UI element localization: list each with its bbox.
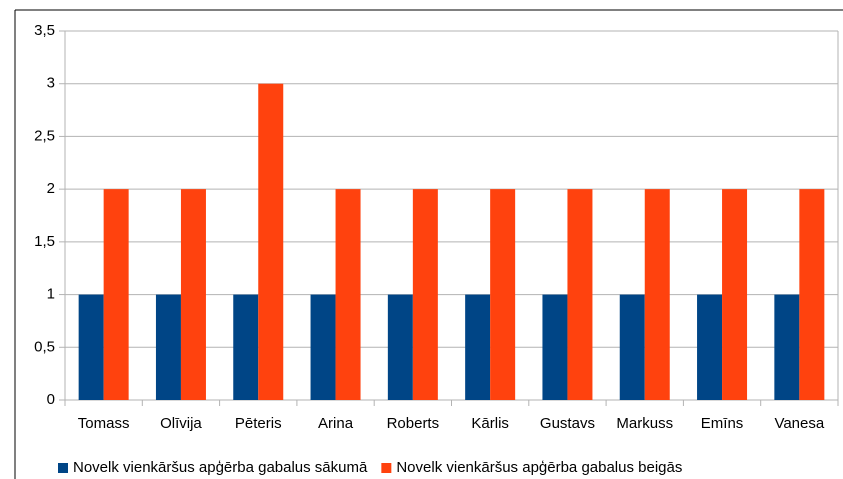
bar	[335, 189, 361, 400]
bar	[490, 189, 516, 400]
bar	[78, 294, 104, 400]
x-tick-label: Markuss	[616, 415, 673, 432]
bar	[465, 294, 491, 400]
legend-swatch	[381, 463, 392, 473]
x-tick-label: Vanesa	[774, 415, 824, 432]
y-tick-label: 2	[47, 180, 55, 197]
bar	[310, 294, 336, 400]
bar	[722, 189, 748, 400]
y-tick-label: 2,5	[34, 127, 55, 144]
bar	[644, 189, 670, 400]
x-tick-label: Gustavs	[540, 415, 595, 432]
bar	[567, 189, 593, 400]
y-tick-label: 3	[47, 75, 55, 92]
bar	[233, 294, 259, 400]
y-tick-label: 0,5	[34, 338, 55, 355]
x-tick-label: Pēteris	[235, 415, 282, 432]
y-tick-label: 3,5	[34, 22, 55, 39]
bar	[542, 294, 568, 400]
y-tick-label: 1,5	[34, 233, 55, 250]
bar	[387, 294, 413, 400]
bar	[619, 294, 645, 400]
legend-swatch	[58, 463, 68, 473]
bar	[155, 294, 181, 400]
x-tick-label: Arina	[318, 415, 354, 432]
x-tick-label: Emīns	[701, 415, 744, 432]
y-tick-label: 0	[47, 391, 55, 408]
legend-label: Novelk vienkāršus apģērba gabalus beigās	[396, 459, 682, 476]
bar	[774, 294, 800, 400]
x-tick-label: Kārlis	[471, 415, 509, 432]
bar	[412, 189, 438, 400]
bar	[180, 189, 206, 400]
bar	[103, 189, 129, 400]
x-tick-label: Tomass	[78, 415, 130, 432]
y-tick-label: 1	[47, 286, 55, 303]
x-tick-label: Olīvija	[160, 415, 202, 432]
bar	[697, 294, 723, 400]
x-tick-label: Roberts	[387, 415, 440, 432]
bar	[258, 83, 284, 400]
legend-label: Novelk vienkāršus apģērba gabalus sākumā	[73, 459, 368, 476]
bar	[799, 189, 825, 400]
